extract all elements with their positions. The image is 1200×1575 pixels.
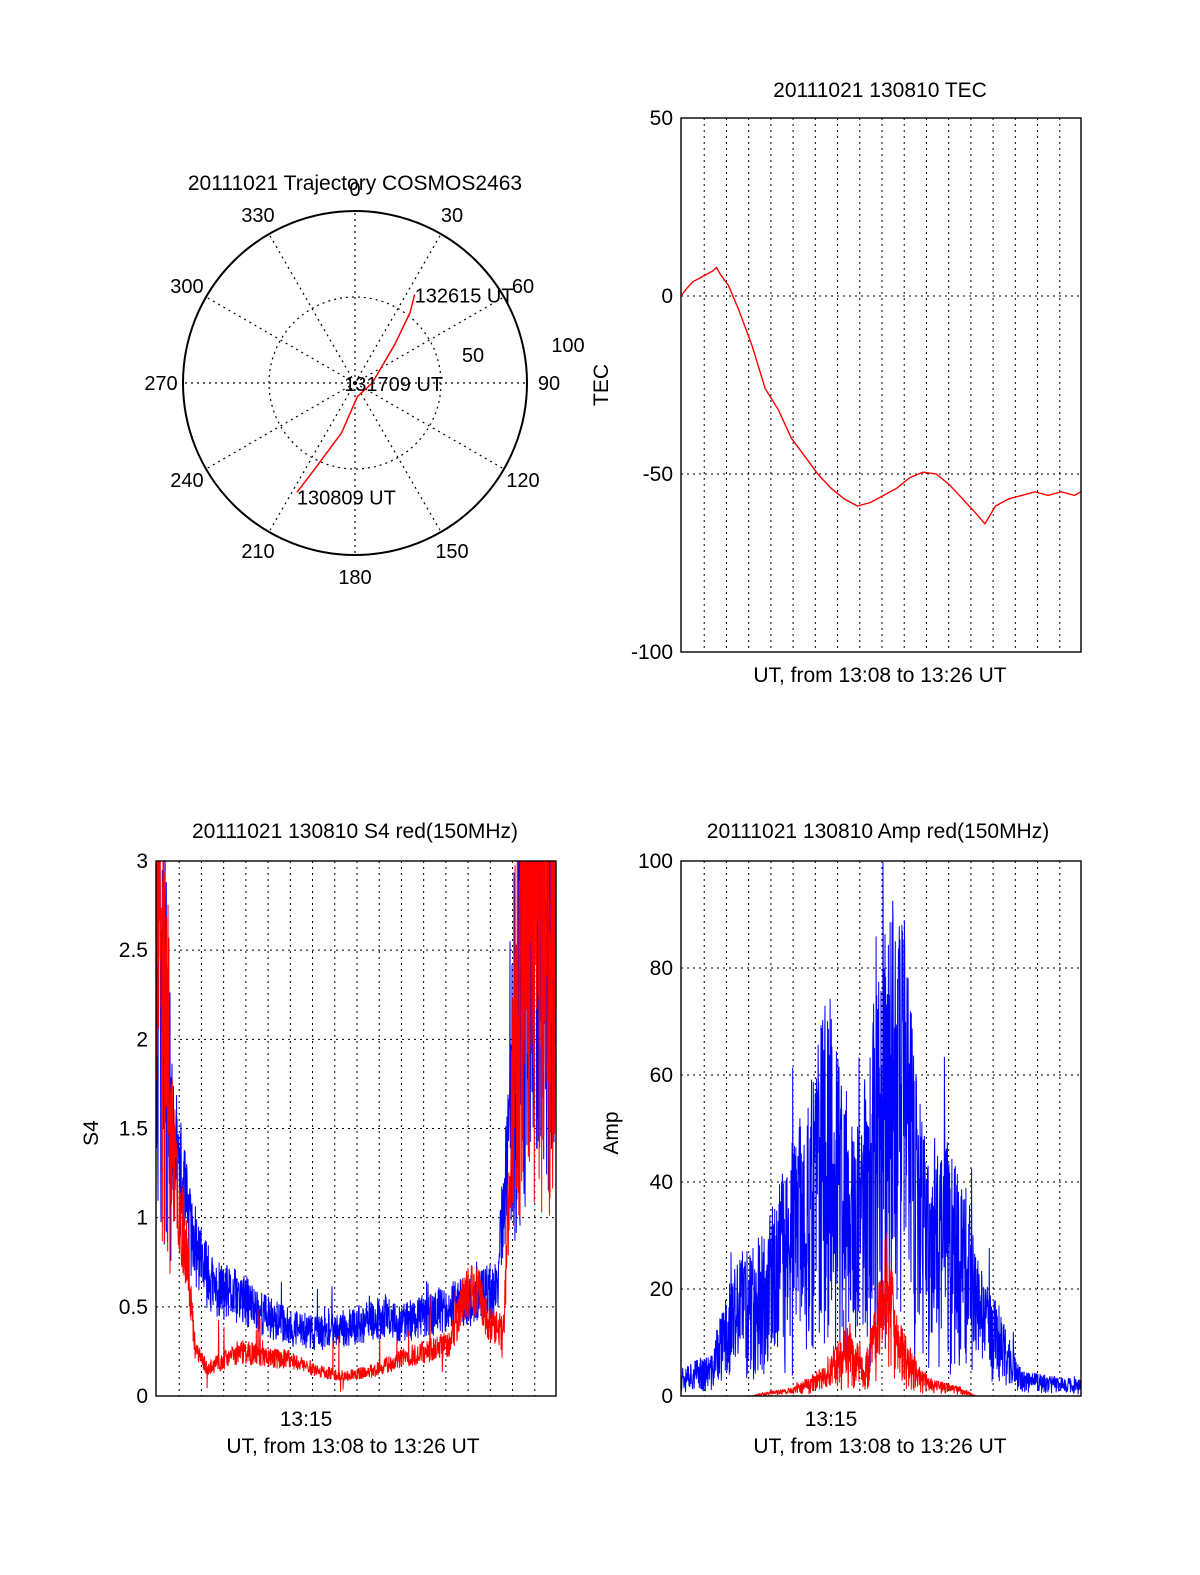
spoke-330 (268, 233, 356, 384)
angle-label-30: 30 (441, 205, 463, 227)
amp-plot-area: 0 20 40 60 80 100 13:15 (638, 850, 1082, 1431)
ytick-label: 80 (650, 957, 673, 980)
trajectory-annotation-2: 130809 UT (297, 487, 396, 509)
tec-ylabel: TEC (590, 364, 613, 406)
ytick-label: 2.5 (119, 939, 148, 962)
series-red (156, 861, 556, 1392)
ytick-label: -100 (631, 641, 673, 664)
s4-plot-area: 0 0.5 1 1.5 2 2.5 3 13:15 (119, 850, 557, 1431)
trajectory-track (296, 294, 416, 493)
spoke-210 (268, 382, 356, 533)
ytick-label: 0.5 (119, 1296, 148, 1319)
angle-label-150: 150 (435, 541, 468, 563)
series-group (681, 266, 1081, 525)
outer-circle (182, 210, 528, 556)
amp-title: 20111021 130810 Amp red(150MHz) (707, 820, 1049, 843)
angle-label-270: 270 (144, 373, 177, 395)
ytick-label: 60 (650, 1064, 673, 1087)
spoke-150 (354, 382, 442, 533)
s4-xlabel: UT, from 13:08 to 13:26 UT (226, 1435, 479, 1458)
spoke-300 (205, 296, 356, 384)
angle-label-90: 90 (538, 373, 560, 395)
ytick-label: 1 (136, 1207, 148, 1230)
tec-title: 20111021 130810 TEC (773, 79, 987, 102)
tec-panel: 20111021 130810 TEC TEC UT, from 13:08 t… (590, 79, 1082, 687)
series-blue (156, 861, 556, 1351)
angle-label-60: 60 (512, 276, 534, 298)
trajectory-panel: 20111021 Trajectory COSMOS2463 0 30 60 90 12… (144, 172, 584, 589)
angle-label-180: 180 (338, 567, 371, 589)
angle-label-240: 240 (170, 470, 203, 492)
trajectory-annotation-1: 131709 UT (344, 374, 443, 396)
spoke-60 (354, 296, 505, 384)
s4-title: 20111021 130810 S4 red(150MHz) (192, 820, 518, 843)
xtick-label: 13:15 (280, 1408, 333, 1431)
plot-frame (680, 117, 1082, 653)
spoke-120 (354, 382, 505, 470)
ytick-label: 0 (661, 1385, 673, 1408)
ytick-label: -50 (643, 463, 673, 486)
angle-label-330: 330 (241, 205, 274, 227)
plot-frame (155, 860, 557, 1397)
angle-label-210: 210 (241, 541, 274, 563)
polar-labels: 0 30 60 90 120 150 180 210 240 270 300 330 50 100 1326… (144, 179, 584, 589)
s4-panel: 20111021 130810 S4 red(150MHz) S4 UT, fr… (80, 820, 557, 1458)
ytick-label: 50 (650, 107, 673, 130)
series-blue (681, 862, 1081, 1395)
ytick-label: 3 (136, 850, 148, 873)
ytick-label: 2 (136, 1028, 148, 1051)
ytick-label: 0 (136, 1385, 148, 1408)
ytick-label: 1.5 (119, 1118, 148, 1141)
radial-tick-label-50: 50 (462, 345, 484, 367)
ytick-label: 20 (650, 1278, 673, 1301)
series-group (681, 862, 1081, 1396)
series-red (681, 1232, 1081, 1396)
ytick-label: 100 (638, 850, 673, 873)
trajectory-line (296, 294, 416, 493)
amp-xlabel: UT, from 13:08 to 13:26 UT (753, 1435, 1006, 1458)
spoke-240 (205, 382, 356, 470)
angle-label-0: 0 (349, 179, 360, 201)
amp-panel: 20111021 130810 Amp red(150MHz) Amp UT, … (600, 820, 1082, 1458)
spoke-30 (354, 233, 442, 384)
trajectory-title: 20111021 Trajectory COSMOS2463 (188, 172, 522, 195)
tec-plot-area: -100 -50 0 50 (631, 107, 1082, 664)
series-group (156, 861, 556, 1392)
plot-frame (680, 860, 1082, 1397)
ytick-label: 0 (661, 285, 673, 308)
trajectory-annotation-0: 132615 UT (415, 286, 514, 308)
s4-ylabel: S4 (80, 1120, 103, 1146)
angle-label-300: 300 (170, 276, 203, 298)
angle-label-120: 120 (506, 470, 539, 492)
tec-xlabel: UT, from 13:08 to 13:26 UT (753, 664, 1006, 687)
polar-grid (182, 210, 528, 556)
ytick-label: 40 (650, 1171, 673, 1194)
xtick-label: 13:15 (805, 1408, 858, 1431)
radial-tick-label-100: 100 (551, 335, 584, 357)
series-red (681, 266, 1081, 525)
amp-ylabel: Amp (600, 1111, 623, 1154)
